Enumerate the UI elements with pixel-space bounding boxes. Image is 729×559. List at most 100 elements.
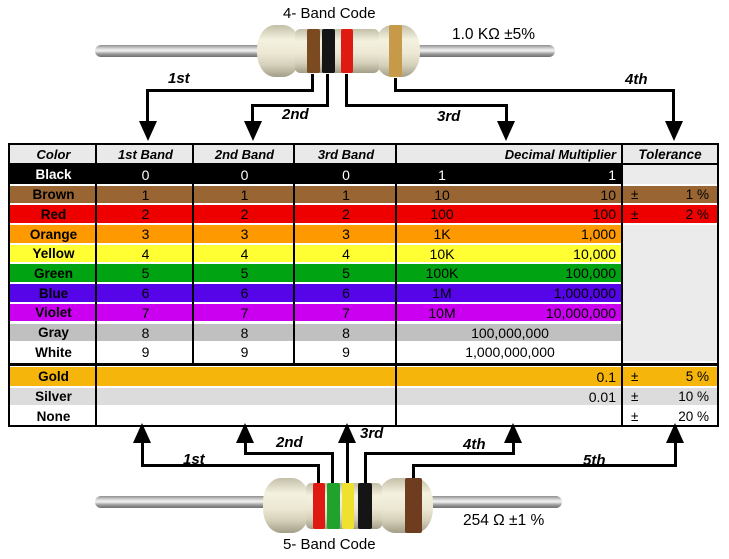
header-color: Color [36,146,71,162]
cell-band2: 4 [240,245,249,262]
cell-band3: 6 [342,285,350,301]
cell-mult-abbr: 10K [429,245,455,262]
five-band-value-label: 254 Ω ±1 % [463,512,545,529]
cell-mult-abbr: 10M [428,304,456,321]
table-row-violet: Violet 7 7 7 10M 10,000,000 [10,304,623,321]
cell-color-name: Violet [35,305,72,320]
cell-band1: 0 [141,166,150,183]
cell-band1: 7 [141,304,150,321]
band-5-brown [405,478,422,533]
cell-mult-full: 100,000,000 [471,324,549,341]
cell-mult-full: 0.1 [596,368,616,385]
cell-bands-merged [97,367,397,386]
cell-mult-full: 1,000,000,000 [465,344,555,360]
table-row-gray: Gray 8 8 8 100,000,000 [10,324,623,341]
cell-mult-abbr: 100 [430,206,454,222]
cell-band2: 5 [240,265,249,281]
cell-band2: 9 [240,344,249,360]
header-band1: 1st Band [118,146,173,162]
cell-band1: 2 [141,206,150,222]
cell-color-name: Yellow [32,246,75,261]
cell-band1: 1 [141,186,150,203]
cell-band1: 8 [141,324,150,341]
cell-color-name: Gold [38,369,69,384]
cell-mult-full: 10,000 [573,245,616,262]
cell-mult-full: 100 [592,206,616,222]
color-code-table [8,143,719,427]
arrow-label-top-4th: 4th [625,71,648,88]
cell-band3: 3 [342,226,350,242]
cell-band2: 7 [240,304,249,321]
arrow-label-top-3rd: 3rd [437,108,461,125]
table-vline-3 [293,145,295,363]
cell-color-name: None [36,409,71,424]
cell-band2: 8 [240,324,249,341]
resistor-body-left-bulge [257,25,301,77]
cell-color-name: Silver [35,389,72,404]
cell-band1: 6 [141,285,150,301]
four-band-title: 4- Band Code [283,5,376,22]
cell-band1: 9 [141,344,150,360]
table-row-green: Green 5 5 5 100K 100,000 [10,264,623,282]
table-row-yellow: Yellow 4 4 4 10K 10,000 [10,245,623,262]
cell-mult-full: 1 [608,166,616,183]
table-row-orange: Orange 3 3 3 1K 1,000 [10,225,623,243]
table-vline-1 [95,145,97,425]
cell-mult-full: 10,000,000 [545,304,616,321]
cell-color-name: Black [35,167,72,182]
cell-color-name: Green [33,265,74,281]
table-row-white: White 9 9 9 1,000,000,000 [10,343,623,361]
arrow-label-bottom-2nd: 2nd [276,434,303,451]
cell-tol-sign: ± [631,369,639,384]
table-row-brown: Brown 1 1 1 10 10 ±1 % [10,186,717,203]
cell-band2: 0 [240,166,249,183]
band-4-gold [389,25,402,77]
cell-tol-sign: ± [631,409,639,424]
cell-band3: 0 [342,166,350,183]
cell-color-name: Gray [38,325,69,340]
cell-mult-full: 100,000 [565,265,616,281]
cell-mult-abbr: 1M [432,285,452,301]
header-band3: 3rd Band [317,146,375,162]
arrow-label-top-1st: 1st [168,70,190,87]
cell-mult-abbr: 10 [434,186,450,203]
resistor-body-left-bulge [263,478,310,533]
cell-band3: 2 [342,206,350,222]
header-band2: 2nd Band [214,146,275,162]
cell-mult-abbr: 1 [438,166,446,183]
arrow-label-bottom-1st: 1st [183,451,205,468]
cell-mult-full: 1,000 [580,226,616,242]
cell-band2: 6 [240,285,249,301]
cell-band1: 5 [141,265,150,281]
cell-tol-sign: ± [631,389,639,404]
band-2-green [327,483,340,529]
cell-bands-merged [97,388,397,405]
header-multiplier: Decimal Multiplier [504,146,616,162]
arrow-label-bottom-3rd: 3rd [360,425,384,442]
cell-tol-value: 5 % [685,369,709,384]
cell-mult-abbr: 1K [433,226,451,242]
cell-mult-full: 0.01 [588,388,616,405]
band-4-black [358,483,372,529]
cell-mult-full: 1,000,000 [553,285,616,301]
cell-band3: 8 [342,324,350,341]
cell-color-name: Red [40,206,67,222]
cell-color-name: Blue [38,285,69,301]
cell-color-name: White [35,344,72,360]
header-tolerance: Tolerance [638,146,702,162]
arrow-label-bottom-5th: 5th [583,452,606,469]
cell-tol-value: 2 % [685,206,709,222]
cell-band2: 3 [240,226,249,242]
cell-band2: 2 [240,206,249,222]
table-row-none: None ±20 % [10,408,717,425]
four-band-value-label: 1.0 KΩ ±5% [452,26,535,43]
arrow-label-top-2nd: 2nd [282,106,309,123]
cell-mult-full: 10 [600,186,616,203]
cell-tol-sign: ± [631,206,639,222]
cell-color-name: Orange [29,226,78,242]
table-row-gold: Gold 0.1 ±5 % [10,367,717,386]
table-vline-5 [621,145,623,425]
cell-band3: 9 [342,344,350,360]
table-row-red: Red 2 2 2 100 100 ±2 % [10,205,717,223]
